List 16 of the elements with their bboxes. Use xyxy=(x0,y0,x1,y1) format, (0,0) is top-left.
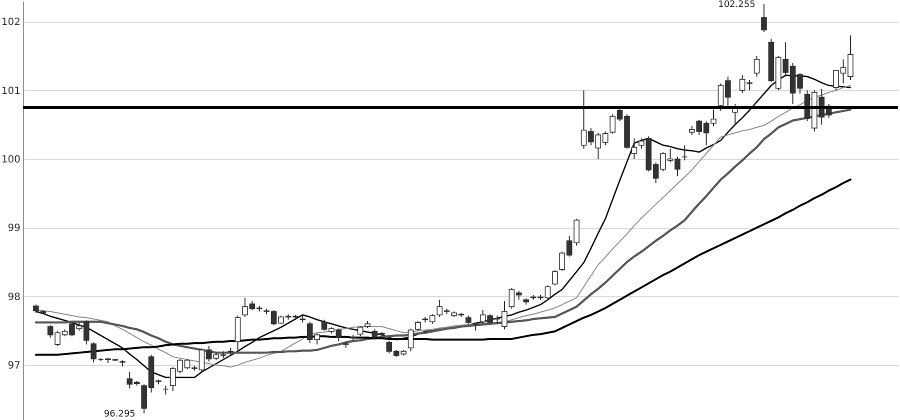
annotation: 102.255 xyxy=(718,0,756,10)
candlestick xyxy=(754,55,760,78)
y-tick-label: 99 xyxy=(8,223,20,234)
annotation: 96.295 xyxy=(104,409,136,420)
y-tick-label: 98 xyxy=(8,292,20,303)
y-tick-label: 100 xyxy=(1,154,20,166)
y-tick-label: 102 xyxy=(1,17,20,28)
candlestick xyxy=(761,4,767,32)
candlestick xyxy=(90,342,96,363)
candlestick xyxy=(357,325,364,337)
y-tick-label: 101 xyxy=(1,86,20,97)
y-tick-label: 97 xyxy=(8,360,20,372)
candlestick xyxy=(552,270,558,286)
candlestick xyxy=(682,144,688,161)
candlestick xyxy=(408,328,414,352)
candlestick xyxy=(415,320,421,332)
